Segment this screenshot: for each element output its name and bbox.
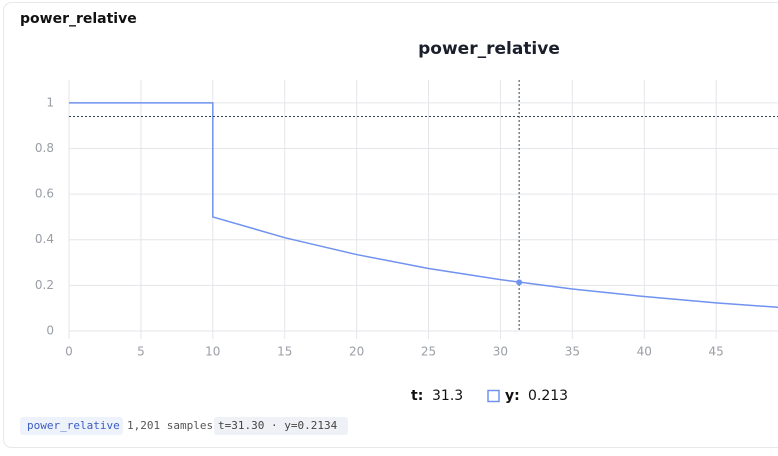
x-tick-label: 5: [137, 345, 145, 359]
y-tick-label: 0: [46, 324, 54, 338]
x-tick-label: 35: [565, 345, 580, 359]
y-tick-label: 0.2: [35, 278, 54, 292]
x-tick-label: 25: [421, 345, 436, 359]
readout-y-label: y:: [505, 388, 520, 404]
x-tick-label: 20: [349, 345, 364, 359]
readout-t-value: 31.3: [432, 388, 463, 404]
x-tick-label: 45: [709, 345, 724, 359]
y-tick-label: 0.6: [35, 187, 54, 201]
x-tick-label: 10: [205, 345, 220, 359]
chart-title: power_relative: [418, 39, 560, 59]
x-tick-label: 15: [277, 345, 292, 359]
y-tick-label: 0.8: [35, 141, 54, 155]
y-tick-label: 1: [46, 95, 54, 109]
samples: 1,201 samples: [127, 419, 213, 432]
panel-title: power_relative: [20, 11, 137, 27]
hover-point: [516, 279, 522, 285]
x-tick-label: 40: [637, 345, 652, 359]
cursor-chip: t=31.30 · y=0.2134: [218, 419, 338, 432]
readout-t-label: t:: [411, 388, 423, 404]
card: [4, 3, 778, 448]
y-tick-label: 0.4: [35, 232, 54, 246]
x-tick-label: 30: [493, 345, 508, 359]
readout-y-value: 0.213: [528, 388, 568, 404]
x-tick-label: 0: [65, 345, 73, 359]
series-chip: power_relative: [27, 419, 120, 432]
